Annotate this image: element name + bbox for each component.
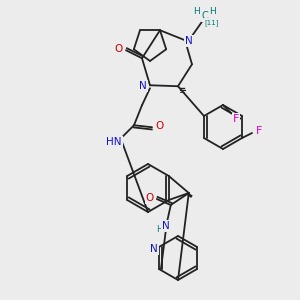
Text: C: C: [202, 11, 208, 21]
Text: F: F: [256, 126, 262, 136]
Text: F: F: [233, 114, 239, 124]
Text: [11]: [11]: [205, 19, 219, 26]
Text: N: N: [185, 36, 193, 46]
Text: O: O: [146, 193, 154, 203]
Text: N: N: [150, 244, 158, 254]
Text: N: N: [162, 221, 170, 231]
Text: HN: HN: [106, 137, 122, 147]
Text: H: H: [157, 226, 163, 235]
Text: N: N: [139, 81, 147, 91]
Text: O: O: [115, 44, 123, 54]
Text: H: H: [210, 7, 216, 16]
Text: O: O: [156, 121, 164, 131]
Text: H: H: [194, 7, 200, 16]
